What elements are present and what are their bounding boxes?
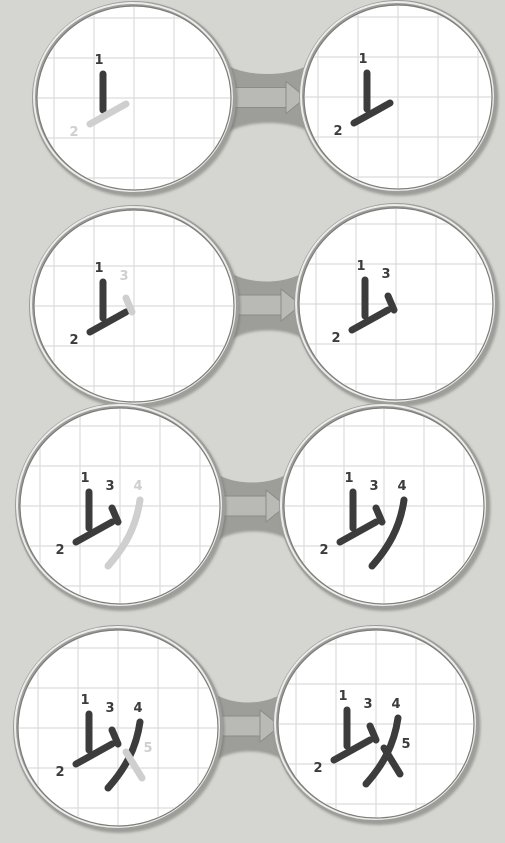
step-1-after-character: 12 — [333, 52, 394, 139]
stroke-number-1: 1 — [358, 52, 367, 67]
stroke-5 — [380, 744, 404, 778]
step-2-before-grid — [35, 211, 233, 401]
connector-1 — [225, 63, 310, 132]
stroke-3 — [108, 504, 122, 526]
step-3-before-grid — [21, 409, 219, 603]
stroke-number-1: 1 — [344, 471, 353, 486]
stroke-number-1: 1 — [94, 53, 103, 68]
stroke-number-1: 1 — [80, 693, 89, 708]
stroke-number-3: 3 — [369, 479, 378, 494]
stroke-number-2: 2 — [69, 125, 78, 140]
stroke-number-5: 5 — [143, 741, 152, 756]
stroke-3 — [108, 726, 122, 748]
stroke-number-3: 3 — [119, 269, 128, 284]
step-2-after-frame-highlight — [295, 204, 495, 402]
stroke-3 — [366, 722, 380, 744]
step-2-before-frame-highlight — [30, 206, 236, 404]
stroke-2 — [336, 518, 380, 546]
stroke-2 — [72, 740, 116, 768]
step-4-after-character: 1 2 3 4 5 — [313, 689, 411, 788]
stroke-number-4: 4 — [133, 701, 142, 716]
stroke-number-2: 2 — [55, 543, 64, 558]
stroke-number-2: 2 — [333, 124, 342, 139]
arrow-icon — [280, 287, 302, 323]
arrow-icon — [265, 488, 287, 524]
stroke-4 — [368, 496, 408, 570]
arrow-icon — [285, 80, 307, 115]
stroke-number-2: 2 — [319, 543, 328, 558]
step-3-after-grid — [285, 409, 483, 603]
arrow-icon — [259, 708, 281, 744]
step-1-after-grid — [305, 6, 491, 188]
step-3-before-character: 1 2 3 4 — [55, 471, 144, 570]
step-1-after-frame-highlight — [300, 1, 494, 191]
connector-3 — [214, 472, 290, 540]
stroke-number-1: 1 — [338, 689, 347, 704]
stroke-number-2: 2 — [313, 761, 322, 776]
stroke-4 — [104, 496, 144, 570]
stroke-2 — [72, 518, 116, 546]
stroke-2 — [350, 99, 394, 127]
step-4-before-frame-highlight — [14, 626, 220, 828]
stroke-2 — [86, 100, 130, 128]
stroke-number-1: 1 — [356, 259, 365, 274]
step-3-after-character: 1 2 3 4 — [319, 471, 408, 570]
step-1-before-character: 12 — [69, 53, 130, 140]
stroke-number-1: 1 — [80, 471, 89, 486]
stroke-number-5: 5 — [401, 737, 410, 752]
stroke-number-4: 4 — [133, 479, 142, 494]
step-4-after-grid — [279, 631, 473, 817]
step-3-after-frame-highlight — [280, 404, 486, 606]
stroke-number-1: 1 — [94, 261, 103, 276]
stroke-number-4: 4 — [391, 697, 400, 712]
step-4-after-frame-highlight — [274, 626, 476, 820]
step-4-before-character: 1 2 3 4 5 — [55, 693, 153, 792]
step-3-before-frame-highlight — [16, 404, 222, 606]
step-2-after-character: 1 2 3 — [331, 259, 398, 346]
stroke-2 — [348, 306, 392, 334]
stroke-number-3: 3 — [381, 267, 390, 282]
stroke-number-2: 2 — [331, 331, 340, 346]
connector-4 — [212, 692, 284, 760]
stroke-5 — [122, 748, 146, 782]
step-1-before-frame-highlight — [33, 2, 233, 192]
step-2-before-character: 1 2 3 — [69, 261, 136, 348]
stroke-number-4: 4 — [397, 479, 406, 494]
stroke-2 — [86, 308, 130, 336]
stroke-number-3: 3 — [363, 697, 372, 712]
connector-2 — [228, 271, 305, 339]
stroke-number-2: 2 — [69, 333, 78, 348]
stroke-3 — [122, 294, 136, 316]
stroke-number-2: 2 — [55, 765, 64, 780]
stroke-3 — [372, 504, 386, 526]
stroke-2 — [330, 736, 374, 764]
stroke-3 — [384, 292, 398, 314]
stroke-number-3: 3 — [105, 701, 114, 716]
stroke-number-3: 3 — [105, 479, 114, 494]
